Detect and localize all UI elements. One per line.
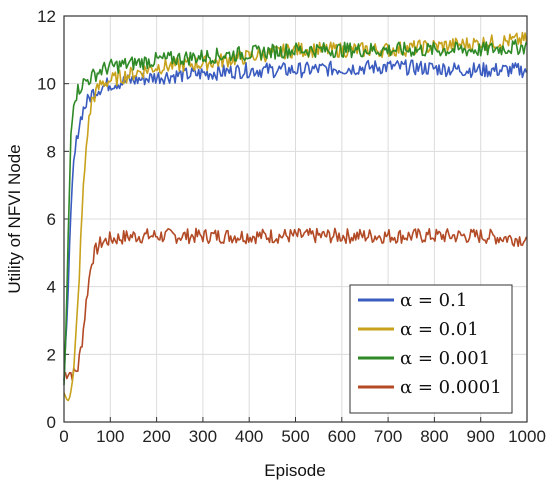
series-line	[63, 59, 528, 382]
legend-label: α = 0.1	[400, 290, 467, 311]
y-tick-label: 12	[37, 7, 56, 26]
x-tick-label: 900	[467, 427, 495, 446]
plot-frame	[63, 15, 528, 423]
x-tick-label: 700	[374, 427, 402, 446]
x-tick-label: 400	[235, 427, 263, 446]
x-tick-label: 100	[96, 427, 124, 446]
series-line	[63, 39, 528, 386]
x-tick-label: 1000	[508, 427, 546, 446]
x-tick-label: 800	[420, 427, 448, 446]
x-tick-label: 200	[142, 427, 170, 446]
y-tick-label: 4	[47, 278, 56, 297]
x-tick-labels: 0 100 200 300 400 500 600 700 800 900 1000	[59, 427, 546, 446]
x-tick-label: 300	[189, 427, 217, 446]
x-tick-label: 500	[281, 427, 309, 446]
legend: α = 0.1 α = 0.01 α = 0.001 α = 0.0001	[349, 284, 513, 414]
y-tick-label: 6	[47, 210, 56, 229]
series-line	[63, 227, 528, 382]
x-tick-label: 600	[328, 427, 356, 446]
y-tick-label: 10	[37, 75, 56, 94]
y-tick-label: 2	[47, 345, 56, 364]
y-axis-label: Utility of NFVI Node	[5, 144, 24, 293]
legend-label: α = 0.0001	[400, 377, 502, 398]
x-axis-label: Episode	[264, 461, 325, 480]
y-tick-labels: 0 2 4 6 8 10 12	[37, 7, 56, 432]
series-lines	[63, 31, 528, 402]
legend-label: α = 0.001	[400, 348, 490, 369]
x-tick-label: 0	[59, 427, 68, 446]
y-tick-label: 0	[47, 413, 56, 432]
legend-box	[349, 284, 513, 414]
legend-label: α = 0.01	[400, 319, 479, 340]
y-tick-label: 8	[47, 142, 56, 161]
